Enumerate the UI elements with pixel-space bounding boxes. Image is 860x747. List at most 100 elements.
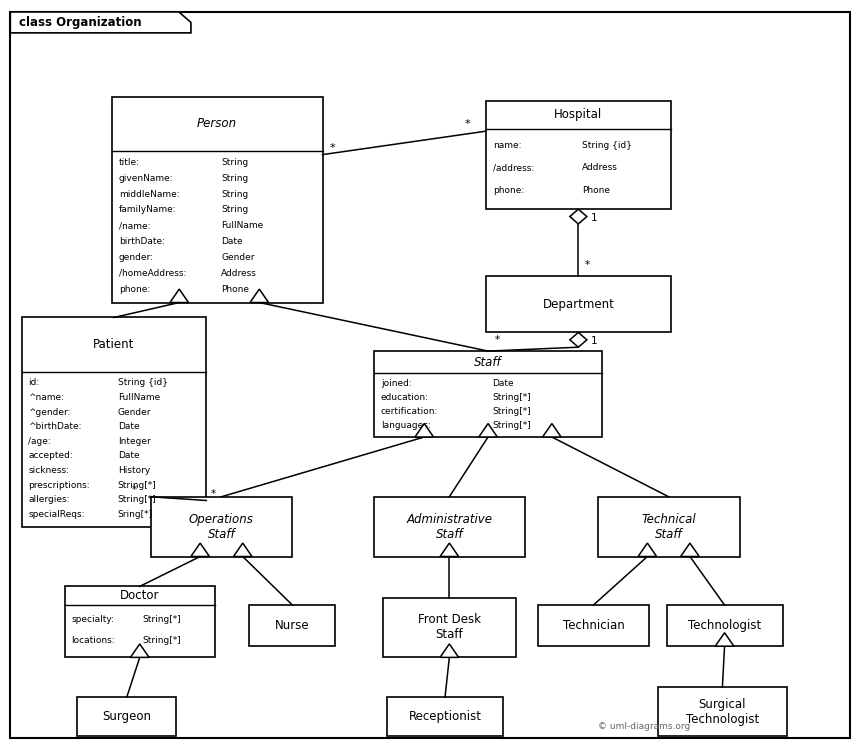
Text: class Organization: class Organization — [19, 16, 142, 29]
Bar — [383, 598, 516, 657]
Text: String[*]: String[*] — [493, 421, 531, 430]
Bar — [486, 276, 671, 332]
Text: Date: Date — [493, 379, 514, 388]
Text: Address: Address — [582, 164, 618, 173]
Text: allergies:: allergies: — [28, 495, 70, 504]
Text: Gender: Gender — [221, 253, 255, 262]
Text: String[*]: String[*] — [118, 480, 157, 489]
Text: id:: id: — [28, 378, 40, 387]
Text: Staff: Staff — [474, 356, 502, 369]
Text: specialReqs:: specialReqs: — [28, 509, 85, 518]
Text: String: String — [221, 190, 249, 199]
Polygon shape — [233, 543, 252, 557]
Text: Hospital: Hospital — [554, 108, 603, 122]
Text: specialty:: specialty: — [71, 616, 114, 624]
Text: Nurse: Nurse — [275, 619, 310, 632]
Text: Operations
Staff: Operations Staff — [189, 512, 254, 541]
Bar — [598, 497, 740, 557]
Polygon shape — [716, 633, 734, 646]
Text: Front Desk
Staff: Front Desk Staff — [418, 613, 481, 642]
Text: © uml-diagrams.org: © uml-diagrams.org — [598, 722, 690, 731]
Text: ^name:: ^name: — [28, 393, 64, 402]
Text: String[*]: String[*] — [143, 616, 181, 624]
Bar — [64, 586, 215, 657]
Text: Date: Date — [118, 451, 139, 460]
Text: Patient: Patient — [93, 338, 135, 351]
Polygon shape — [570, 209, 587, 224]
Text: prescriptions:: prescriptions: — [28, 480, 90, 489]
Text: middleName:: middleName: — [119, 190, 179, 199]
Text: Receptionist: Receptionist — [408, 710, 482, 723]
Bar — [374, 351, 602, 437]
Text: accepted:: accepted: — [28, 451, 73, 460]
Text: /address:: /address: — [493, 164, 534, 173]
Text: phone:: phone: — [119, 285, 150, 294]
Text: gender:: gender: — [119, 253, 154, 262]
Polygon shape — [440, 543, 458, 557]
Text: Doctor: Doctor — [120, 589, 159, 602]
Text: familyName:: familyName: — [119, 205, 176, 214]
Text: FullName: FullName — [221, 221, 264, 230]
Polygon shape — [10, 12, 191, 33]
Polygon shape — [479, 424, 497, 437]
Text: String: String — [221, 205, 249, 214]
Polygon shape — [170, 289, 188, 303]
Polygon shape — [440, 644, 458, 657]
Text: Technician: Technician — [562, 619, 624, 632]
Text: Person: Person — [197, 117, 237, 130]
Text: String {id}: String {id} — [582, 141, 632, 150]
Text: Surgeon: Surgeon — [102, 710, 151, 723]
Text: phone:: phone: — [493, 186, 524, 195]
Text: languages:: languages: — [381, 421, 431, 430]
Text: Date: Date — [221, 237, 243, 246]
Polygon shape — [415, 424, 433, 437]
Text: String: String — [221, 174, 249, 183]
Text: *: * — [585, 261, 590, 270]
Text: Gender: Gender — [118, 408, 151, 417]
Text: *: * — [132, 485, 137, 495]
Bar — [22, 317, 206, 527]
Bar — [666, 605, 783, 646]
Polygon shape — [131, 644, 149, 657]
Bar — [77, 697, 176, 736]
Text: Technical
Staff: Technical Staff — [642, 512, 696, 541]
Text: *: * — [495, 335, 500, 345]
Text: 1: 1 — [592, 213, 598, 223]
Bar — [150, 497, 292, 557]
Text: givenName:: givenName: — [119, 174, 174, 183]
Text: Address: Address — [221, 269, 257, 278]
Text: Technologist: Technologist — [688, 619, 761, 632]
Text: 1: 1 — [592, 336, 598, 346]
Text: birthDate:: birthDate: — [119, 237, 164, 246]
Text: FullName: FullName — [118, 393, 160, 402]
Bar — [387, 697, 503, 736]
Text: Phone: Phone — [221, 285, 249, 294]
Text: String[*]: String[*] — [493, 407, 531, 416]
Text: education:: education: — [381, 393, 429, 402]
Text: name:: name: — [493, 141, 521, 150]
Text: ^birthDate:: ^birthDate: — [28, 422, 82, 431]
Text: Sring[*]: Sring[*] — [118, 509, 153, 518]
Polygon shape — [191, 543, 210, 557]
Text: Integer: Integer — [118, 437, 150, 446]
Text: String {id}: String {id} — [118, 378, 168, 387]
Text: String[*]: String[*] — [118, 495, 157, 504]
Text: title:: title: — [119, 158, 139, 167]
Bar — [486, 101, 671, 209]
Text: /name:: /name: — [119, 221, 150, 230]
Text: Department: Department — [543, 298, 614, 311]
Text: locations:: locations: — [71, 636, 115, 645]
Bar — [538, 605, 649, 646]
Text: joined:: joined: — [381, 379, 412, 388]
Text: *: * — [464, 120, 470, 129]
Bar — [112, 97, 322, 303]
Text: ^gender:: ^gender: — [28, 408, 71, 417]
Text: History: History — [118, 466, 150, 475]
Text: Administrative
Staff: Administrative Staff — [406, 512, 492, 541]
Text: Date: Date — [118, 422, 139, 431]
Polygon shape — [680, 543, 699, 557]
Text: /age:: /age: — [28, 437, 51, 446]
Bar — [249, 605, 335, 646]
Text: Surgical
Technologist: Surgical Technologist — [685, 698, 759, 725]
Text: *: * — [211, 489, 216, 499]
